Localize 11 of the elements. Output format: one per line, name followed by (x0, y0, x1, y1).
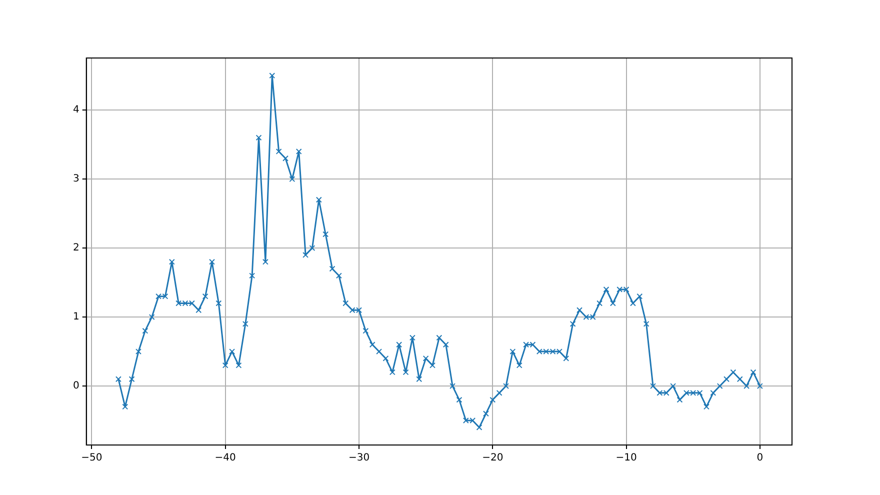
y-tick-label: 4 (72, 104, 80, 116)
y-tick-label: 3 (72, 174, 80, 185)
x-tick-label: −50 (81, 452, 102, 464)
x-tick-label: 0 (756, 452, 764, 464)
y-tick-label: 2 (72, 242, 80, 254)
y-tick-label: 1 (72, 312, 80, 323)
x-tick-label: −10 (616, 452, 637, 464)
x-tick-label: −40 (214, 452, 236, 464)
y-tick-label: 0 (72, 380, 80, 392)
x-tick-label: −30 (348, 452, 370, 464)
x-tick-label: −20 (482, 452, 504, 464)
